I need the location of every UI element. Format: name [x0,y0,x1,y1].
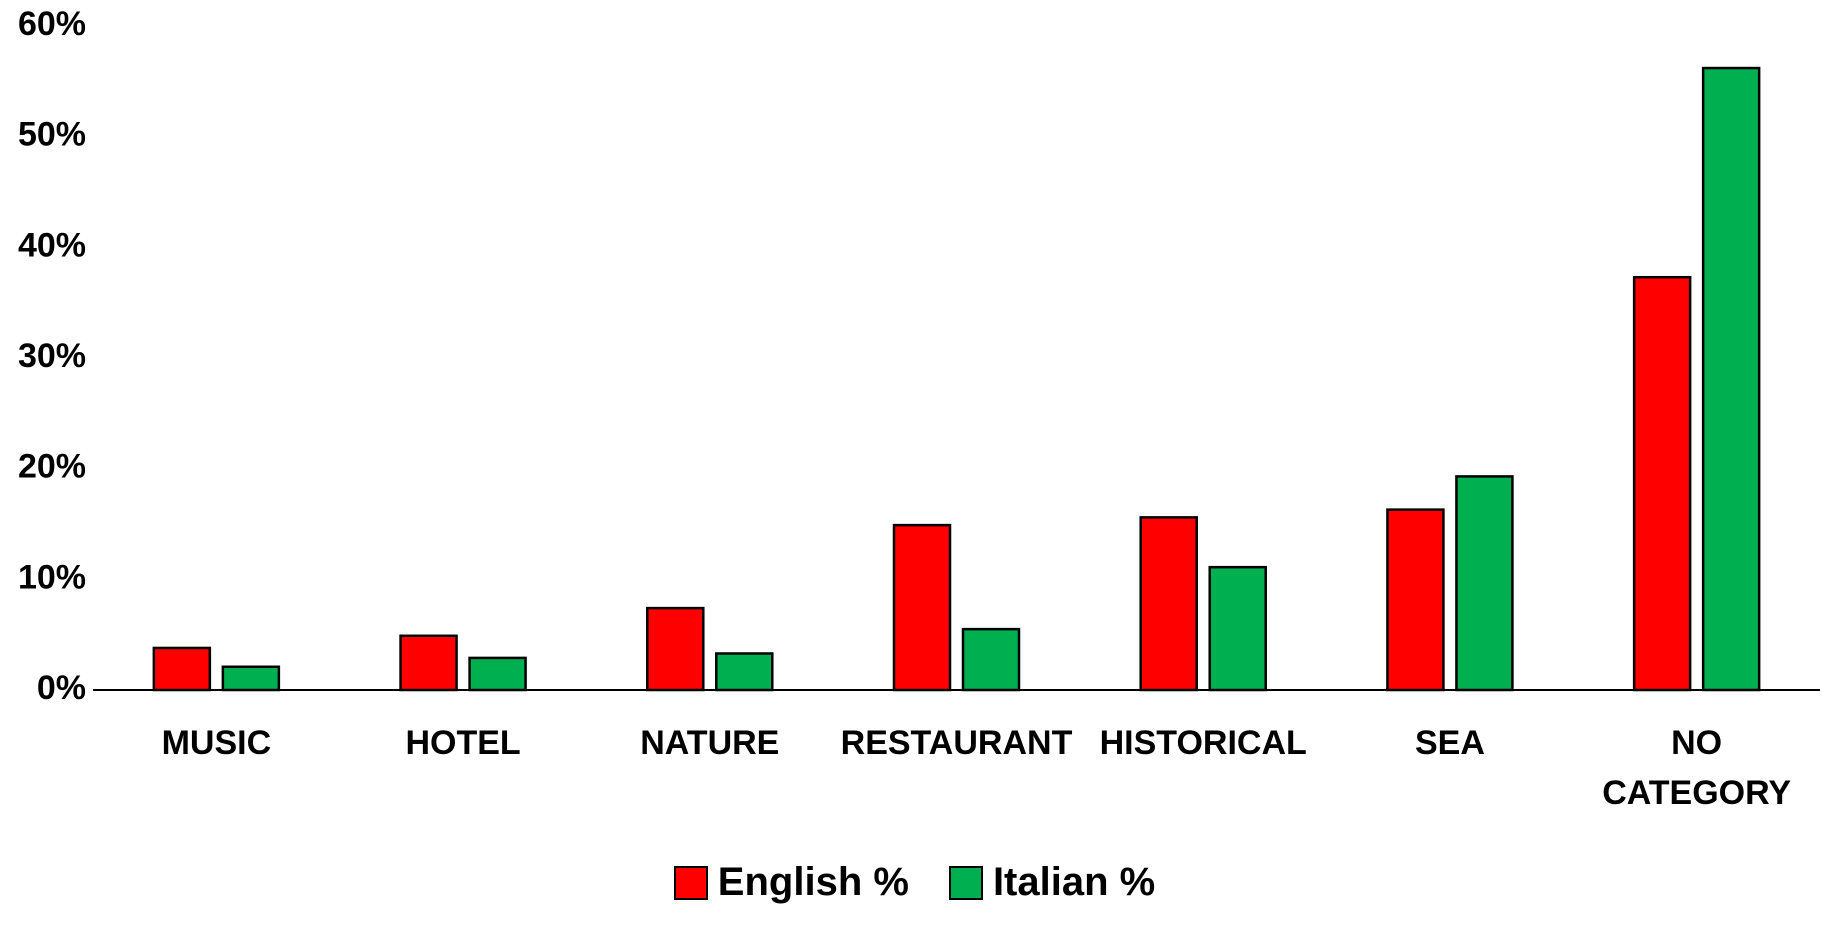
bar [1386,508,1445,692]
bar [892,523,952,692]
bar [1208,565,1267,692]
y-tick-label: 60% [18,5,86,43]
legend-swatch [948,865,983,900]
x-tick-label: HISTORICAL [1099,724,1307,762]
bar [399,634,458,692]
legend-item: Italian % [948,860,1156,905]
y-tick-label: 20% [18,448,86,486]
y-tick-label: 50% [18,116,86,154]
y-tick-label: 10% [18,558,86,596]
y-tick-label: 0% [37,669,86,707]
x-tick-label: HOTEL [405,724,521,762]
bar [646,606,705,692]
legend-label: Italian % [992,860,1156,904]
x-tick-label: NATURE [640,724,780,762]
x-tick-label: NO CATEGORY [1602,724,1792,812]
bar [1139,516,1198,692]
bar [468,656,527,692]
legend-label: English % [717,860,909,904]
x-tick-label: MUSIC [161,724,272,762]
bar [715,652,774,692]
x-tick-label: SEA [1414,724,1485,762]
y-tick-label: 40% [18,226,86,264]
bar [152,646,212,692]
bar [221,665,281,692]
bar [1701,66,1761,692]
bar [1632,275,1692,692]
bar [1455,475,1514,692]
legend-item: English % [673,860,909,905]
x-tick-label: RESTAURANT [840,724,1073,762]
y-tick-label: 30% [18,337,86,375]
bar [961,627,1021,692]
legend-swatch [673,865,708,900]
legend: English % Italian % [0,860,1829,905]
